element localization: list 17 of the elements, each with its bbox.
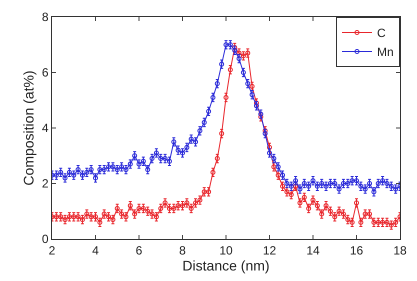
y-tick-label: 8 (42, 10, 49, 24)
y-tick-label: 4 (42, 121, 49, 136)
x-tick-label: 6 (136, 243, 143, 258)
x-tick-label: 16 (350, 243, 364, 258)
y-tick-label: 0 (42, 232, 49, 246)
x-tick-label: 12 (262, 243, 276, 258)
x-axis-title: Distance (nm) (182, 258, 270, 274)
x-tick-label: 10 (219, 243, 233, 258)
y-tick-label: 6 (42, 66, 49, 80)
legend-label: C (377, 26, 386, 40)
x-tick-label: 4 (92, 243, 100, 258)
y-axis-title: Composition (at%) (20, 70, 37, 186)
legend-label: Mn (377, 45, 394, 60)
x-tick-label: 8 (179, 243, 186, 258)
x-tick-label: 18 (393, 243, 407, 258)
y-tick-label: 2 (42, 176, 49, 191)
x-tick-label: 14 (306, 243, 320, 258)
